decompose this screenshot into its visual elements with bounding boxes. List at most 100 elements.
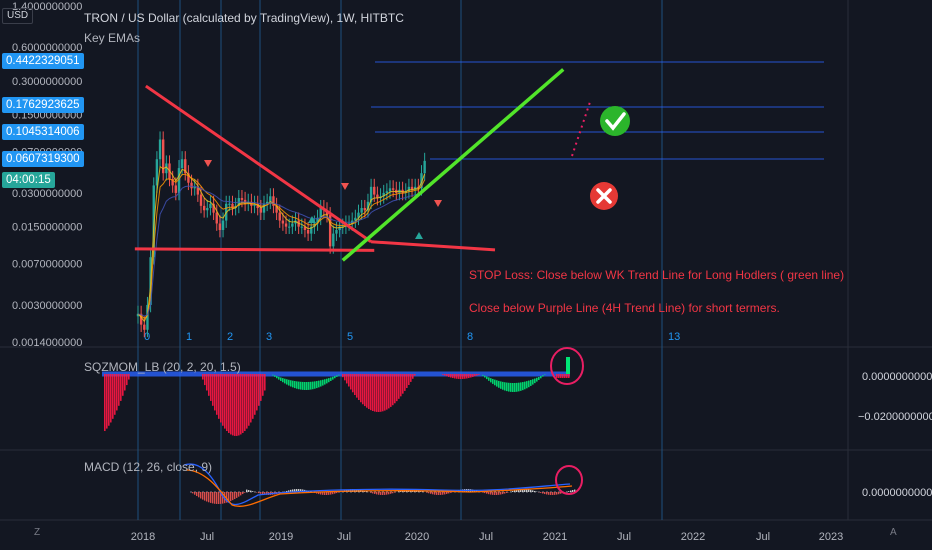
sqz-bar [304, 381, 306, 390]
sqz-bar [292, 380, 294, 388]
trend-line [134, 247, 375, 252]
macd-panel-title[interactable]: MACD (12, 26, close, 9) [84, 460, 213, 474]
macd-hist-bar [292, 489, 294, 492]
sqz-bar [124, 374, 126, 391]
sqz-axis-label: −0.0200000000 [858, 411, 932, 423]
candle-body [228, 203, 231, 205]
sqz-bar [518, 382, 520, 392]
sqz-bar [350, 374, 352, 390]
sqz-bar [256, 374, 258, 411]
macd-hist-bar [328, 492, 330, 495]
macd-hist-bar [398, 491, 400, 492]
sqz-bar [508, 382, 510, 392]
trend-line [145, 84, 372, 243]
sqz-bar [228, 374, 230, 433]
sqz-bar [388, 374, 390, 409]
macd-hist-bar [392, 492, 394, 494]
sqz-bar [342, 374, 344, 378]
cross-icon [596, 188, 612, 204]
sqz-bar [384, 374, 386, 411]
macd-hist-bar [386, 492, 388, 495]
candle-body [206, 208, 209, 211]
currency-label[interactable]: USD [2, 8, 34, 24]
macd-hist-bar [372, 492, 374, 494]
candle-body [376, 194, 379, 199]
sqz-bar [404, 374, 406, 391]
macd-hist-bar [378, 492, 380, 495]
candle-body [174, 185, 177, 193]
sqz-bar [486, 376, 488, 380]
candle-body [388, 188, 392, 192]
macd-hist-bar [446, 492, 448, 494]
indicator-label[interactable]: Key EMAs [84, 31, 141, 45]
macd-hist-bar [256, 492, 258, 493]
sqz-bar [108, 374, 110, 426]
sqz-bar [524, 381, 526, 390]
sqz-bar [376, 374, 378, 412]
sqz-bar [520, 382, 522, 391]
macd-hist-bar [336, 492, 338, 494]
sqz-bar [328, 378, 330, 383]
sqz-bar [320, 380, 322, 387]
sqz-bar [254, 374, 256, 415]
sqz-bar [366, 374, 368, 408]
sqz-bar [538, 376, 540, 380]
sqz-bar [210, 374, 212, 401]
sqz-bar [334, 376, 336, 379]
sqz-bar [454, 374, 456, 379]
macd-hist-bar [234, 492, 236, 500]
sqz-bar [502, 381, 504, 390]
candle-body [187, 173, 190, 183]
auto-scale-toggle[interactable]: A [890, 527, 897, 538]
macd-hist-bar [558, 492, 560, 495]
candle-body [202, 205, 206, 211]
sqz-bar [234, 374, 236, 436]
sqz-bar [318, 380, 320, 388]
macd-hist-bar [502, 492, 504, 495]
macd-hist-bar [192, 492, 194, 494]
macd-hist-bar [514, 490, 516, 492]
macd-hist-bar [546, 492, 548, 495]
macd-hist-bar [572, 490, 574, 492]
sqz-axis-label: 0.0000000000 [862, 371, 932, 383]
sqz-bar [470, 374, 472, 378]
sqz-bar [444, 374, 446, 376]
macd-hist-bar [236, 492, 238, 498]
macd-hist-bar [526, 489, 528, 492]
sqz-bar [498, 380, 500, 388]
macd-hist-bar [426, 492, 428, 493]
macd-hist-bar [506, 492, 508, 493]
sqz-bar [126, 374, 128, 386]
sqz-bar [238, 374, 240, 436]
sqz-bar [306, 381, 308, 390]
candle-body [373, 186, 376, 195]
zoom-toggle[interactable]: Z [34, 527, 41, 538]
macd-hist-bar [474, 489, 476, 492]
sqz-bar [354, 374, 356, 396]
sqz-bar [398, 374, 400, 399]
time-tick-label: 2019 [269, 531, 293, 543]
sqz-bar [316, 381, 318, 389]
sqz-bar [208, 374, 210, 396]
candle-body [262, 203, 266, 213]
macd-hist-bar [574, 489, 576, 492]
sqz-bar [322, 379, 324, 386]
sqz-bar [216, 374, 218, 415]
sqz-bar [492, 378, 494, 384]
time-tick-label: Jul [617, 531, 631, 543]
macd-hist-bar [376, 492, 378, 495]
sqz-bar [360, 374, 362, 403]
sqz-bar [226, 374, 228, 432]
price-tick-label: 0.0014000000 [12, 337, 82, 349]
time-tick-label: 2023 [819, 531, 843, 543]
sqz-bar [236, 374, 238, 436]
price-tick-label: 0.6000000000 [12, 42, 82, 54]
sqz-bar [290, 380, 292, 387]
sqz-bar [516, 382, 518, 392]
sqz-panel-title[interactable]: SQZMOM_LB (20, 2, 20, 1.5) [84, 360, 241, 374]
sqz-bar [368, 374, 370, 410]
macd-hist-bar [428, 492, 430, 494]
macd-hist-bar [238, 492, 240, 497]
check-icon [600, 106, 630, 136]
